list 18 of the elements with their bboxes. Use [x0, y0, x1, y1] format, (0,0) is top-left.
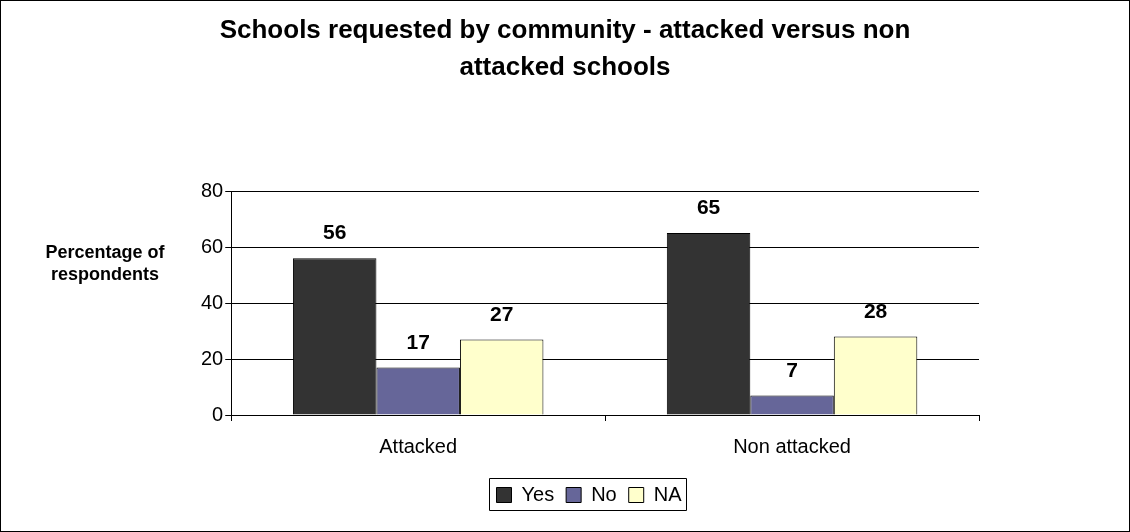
x-tick-label: Non attacked: [733, 434, 851, 457]
y-tick-label: 40: [201, 290, 224, 313]
chart-title: Schools requested by community - attacked versus non attacked schools: [218, 13, 912, 83]
x-tick-label: Attacked: [379, 434, 458, 457]
y-tick-label: 60: [201, 234, 224, 257]
y-tick-label: 20: [201, 346, 224, 369]
legend-label: No: [591, 482, 617, 505]
y-axis-title: Percentage of respondents: [45, 242, 165, 284]
legend-label: NA: [653, 482, 683, 505]
data-label: 27: [490, 301, 514, 325]
legend-label: Yes: [521, 482, 555, 505]
y-tick-label: 0: [212, 402, 224, 425]
data-label: 28: [863, 298, 888, 322]
data-label: 65: [696, 195, 721, 219]
data-label: 7: [786, 357, 798, 381]
data-label: 56: [323, 220, 347, 244]
y-tick-label: 80: [201, 178, 224, 201]
data-label: 17: [406, 329, 430, 353]
